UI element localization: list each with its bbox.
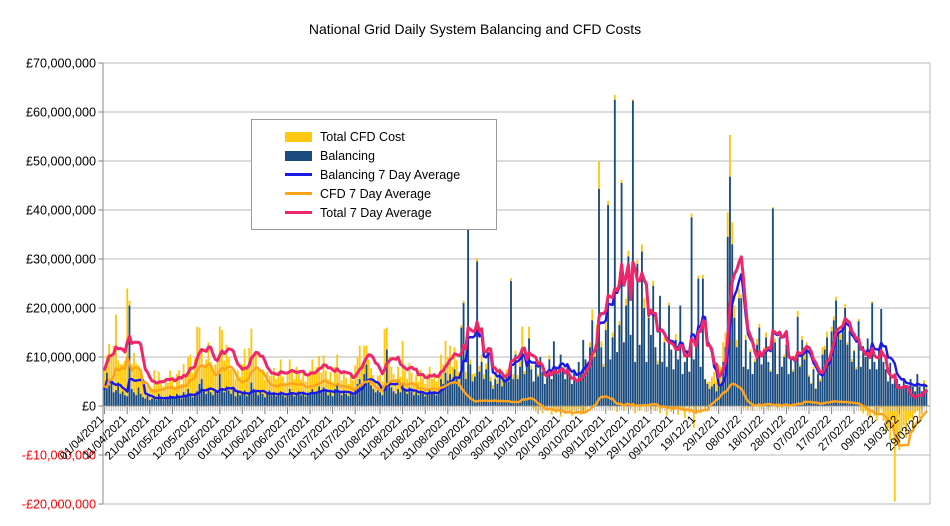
- balancing-swatch-icon: [285, 150, 312, 161]
- legend-item-total-cfd-cost: Total CFD Cost: [285, 127, 486, 146]
- average-lines: [103, 255, 928, 447]
- legend-item-balancing-7-day-average: Balancing 7 Day Average: [285, 165, 486, 184]
- legend-item-total-7-day-average: Total 7 Day Average: [285, 203, 486, 222]
- svg-text:£40,000,000: £40,000,000: [26, 203, 96, 217]
- total-cfd-cost-swatch-icon: [285, 131, 312, 142]
- chart-title: National Grid Daily System Balancing and…: [308, 21, 642, 37]
- balancing-7-day-average-swatch-icon: [285, 173, 312, 176]
- total_avg-line: [103, 255, 928, 400]
- total-7-day-average-swatch-icon: [285, 211, 312, 214]
- svg-text:£10,000,000: £10,000,000: [26, 350, 96, 364]
- svg-text:-£20,000,000: -£20,000,000: [22, 497, 96, 511]
- svg-text:£30,000,000: £30,000,000: [26, 252, 96, 266]
- chart-legend: Total CFD Cost Balancing Balancing 7 Day…: [251, 119, 497, 230]
- legend-label: Balancing 7 Day Average: [320, 167, 461, 182]
- cfd-7-day-average-swatch-icon: [285, 192, 312, 195]
- legend-label: Balancing: [320, 148, 375, 163]
- svg-text:£70,000,000: £70,000,000: [26, 56, 96, 70]
- legend-item-cfd-7-day-average: CFD 7 Day Average: [285, 184, 486, 203]
- svg-text:£60,000,000: £60,000,000: [26, 105, 96, 119]
- legend-label: CFD 7 Day Average: [320, 186, 431, 201]
- legend-item-balancing: Balancing: [285, 146, 486, 165]
- cfd_avg-line: [103, 355, 928, 447]
- svg-text:£50,000,000: £50,000,000: [26, 154, 96, 168]
- svg-text:£0: £0: [82, 399, 96, 413]
- svg-text:-£10,000,000: -£10,000,000: [22, 448, 96, 462]
- svg-text:£20,000,000: £20,000,000: [26, 301, 96, 315]
- legend-label: Total CFD Cost: [320, 129, 405, 144]
- legend-label: Total 7 Day Average: [320, 205, 432, 220]
